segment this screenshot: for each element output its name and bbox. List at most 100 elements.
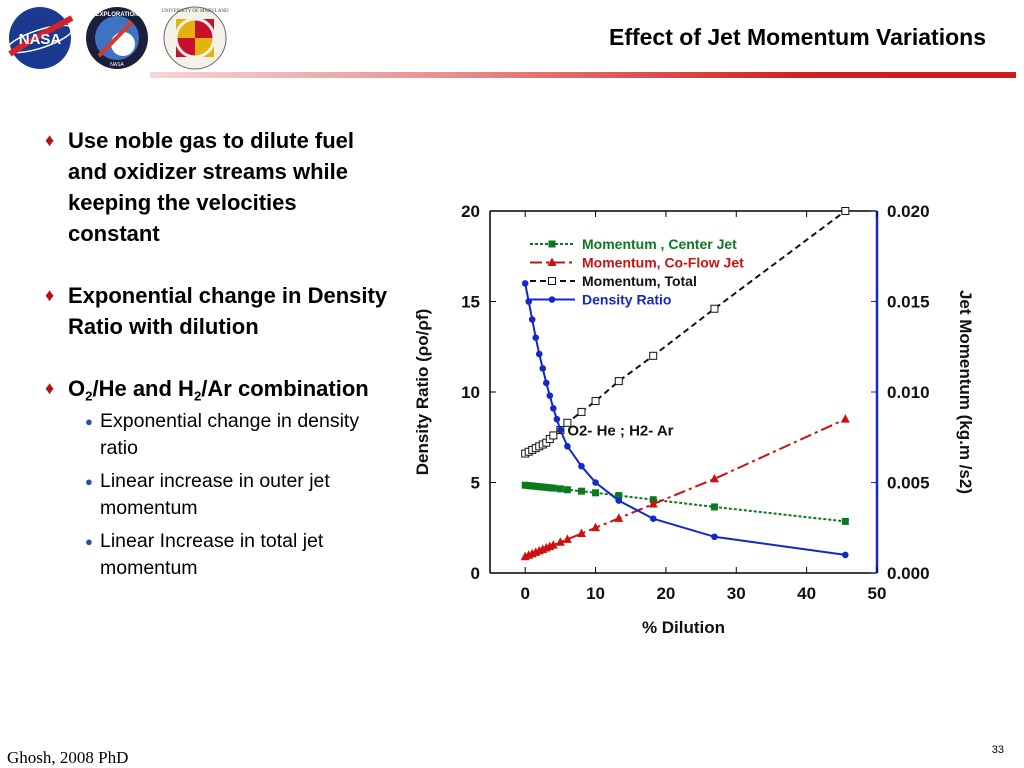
data-point — [557, 426, 564, 434]
x-axis-label: % Dilution — [642, 618, 725, 637]
data-point — [555, 537, 565, 546]
y2-tick-label: 0.020 — [887, 202, 930, 221]
legend: Momentum , Center Jet Momentum, Co-Flow J… — [530, 236, 744, 308]
series-line — [525, 484, 846, 523]
logo-group: NASA EXPLORATION NASA UNIVERSITY OF MARY… — [6, 6, 229, 70]
data-point — [521, 481, 529, 489]
series-line — [524, 283, 846, 556]
bullet-item: ♦ O2/He and H2/Ar combination ● Exponent… — [45, 373, 390, 582]
dilution-chart: 0 10 20 30 40 50 0 5 10 15 20 0.000 0.005 0.010 0.015 0… — [413, 202, 975, 637]
data-point — [563, 486, 571, 494]
data-point — [649, 351, 658, 360]
data-point — [532, 334, 540, 341]
dot-bullet-icon: ● — [85, 474, 93, 489]
x-tick-label: 20 — [656, 584, 675, 603]
legend-label: Momentum, Co-Flow Jet — [582, 255, 744, 271]
sub-bullet-item: ● Linear increase in outer jet momentum — [68, 468, 390, 522]
x-tick-label: 40 — [797, 584, 816, 603]
sub-bullet-text: Linear Increase in total jet momentum — [100, 530, 324, 579]
slide-title: Effect of Jet Momentum Variations — [608, 24, 986, 50]
data-point — [549, 484, 557, 492]
data-point — [542, 483, 550, 491]
data-point — [528, 316, 536, 323]
data-point — [521, 280, 529, 287]
y2-axis-label: Jet Momentum (kg.m /s2) — [956, 290, 975, 494]
data-point — [649, 515, 657, 522]
data-point — [591, 397, 600, 406]
data-point — [553, 415, 561, 423]
data-point — [548, 296, 556, 303]
data-point — [548, 240, 556, 248]
data-point — [615, 497, 623, 504]
data-point — [550, 404, 557, 412]
data-point — [562, 534, 572, 543]
bullet-list: ♦ Use noble gas to dilute fuel and oxidi… — [45, 125, 390, 613]
y2-tick-label: 0.015 — [887, 293, 930, 312]
bullet-item: ♦ Exponential change in Density Ratio wi… — [45, 280, 390, 342]
y-tick-label: 10 — [461, 383, 480, 402]
data-point — [614, 513, 624, 522]
data-point — [648, 499, 658, 508]
y-axis-label: Density Ratio (ρo/ρf) — [413, 309, 432, 475]
data-point — [525, 482, 533, 490]
data-point — [578, 462, 585, 470]
data-point — [535, 483, 543, 491]
nasa-logo-text: NASA — [19, 31, 62, 48]
data-point — [710, 304, 719, 313]
data-point — [549, 431, 558, 440]
series-0 — [521, 481, 849, 525]
exploration-logo-text: EXPLORATION — [96, 12, 139, 18]
sub-bullet-text: Exponential change in density ratio — [100, 410, 360, 459]
data-point — [615, 492, 623, 500]
series-2 — [521, 207, 850, 458]
diamond-bullet-icon: ♦ — [45, 130, 55, 150]
sub-bullet-item: ● Linear Increase in total jet momentum — [68, 528, 390, 582]
legend-label: Momentum, Total — [582, 273, 697, 289]
bullet-text: Exponential change in Density Ratio with… — [68, 283, 388, 339]
data-point — [576, 528, 586, 538]
y-tick-label: 0 — [471, 564, 480, 583]
footer-author: Ghosh, 2008 PhD — [7, 748, 129, 767]
data-point — [840, 414, 850, 423]
bullet-item: ♦ Use noble gas to dilute fuel and oxidi… — [45, 125, 390, 249]
legend-label: Density Ratio — [582, 292, 671, 308]
exploration-logo-subtext: NASA — [110, 62, 124, 68]
y2-tick-label: 0.005 — [887, 474, 930, 493]
page-number: 33 — [991, 744, 1004, 756]
series-line — [524, 418, 846, 558]
data-point — [592, 489, 600, 497]
series-3 — [521, 280, 849, 559]
data-point — [539, 365, 547, 372]
title-divider — [150, 72, 1016, 78]
sub-bullet-item: ● Exponential change in density ratio — [68, 408, 390, 462]
x-tick-label: 50 — [868, 584, 887, 603]
diamond-bullet-icon: ♦ — [45, 378, 55, 398]
dot-bullet-icon: ● — [85, 534, 93, 549]
data-point — [841, 517, 849, 525]
dot-bullet-icon: ● — [85, 414, 93, 429]
bullet-text: Use noble gas to dilute fuel and oxidize… — [68, 128, 355, 246]
data-point — [709, 473, 719, 483]
x-tick-label: 0 — [520, 584, 529, 603]
data-point — [577, 487, 585, 495]
data-point — [592, 479, 599, 486]
data-point — [577, 407, 586, 416]
nasa-logo: NASA — [6, 7, 74, 69]
sub-bullet-text: Linear increase in outer jet momentum — [100, 470, 330, 519]
chart-annotation: O2- He ; H2- Ar — [567, 422, 673, 439]
data-point — [546, 392, 554, 399]
data-point — [563, 418, 572, 427]
data-point — [711, 533, 718, 541]
series-1 — [520, 414, 850, 561]
diamond-bullet-icon: ♦ — [45, 285, 55, 305]
x-tick-label: 10 — [586, 584, 605, 603]
sub-bullet-list: ● Exponential change in density ratio ● … — [68, 408, 390, 582]
bullet-text: O2/He and H2/Ar combination — [68, 376, 369, 404]
umd-seal-text: UNIVERSITY OF MARYLAND — [161, 9, 229, 14]
data-point — [614, 377, 623, 386]
data-point — [546, 484, 554, 492]
exploration-logo: EXPLORATION NASA — [86, 7, 148, 69]
data-point — [528, 482, 536, 490]
data-point — [548, 540, 558, 549]
y-tick-label: 20 — [461, 202, 480, 221]
